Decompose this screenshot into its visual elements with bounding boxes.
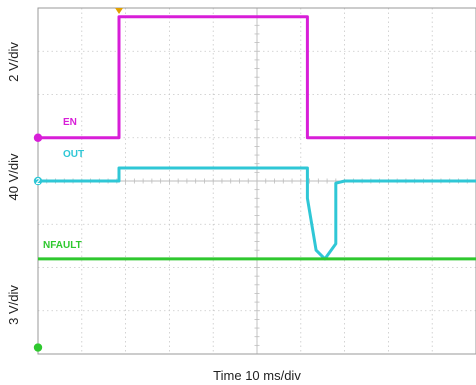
traces — [38, 15, 476, 261]
trace-en — [38, 15, 476, 140]
channel-marker-1 — [33, 133, 43, 142]
trace-labels: EN OUT NFAULT — [43, 117, 84, 251]
channel-marker-2 — [33, 176, 43, 186]
channel-markers: 2 — [33, 133, 43, 352]
channel-scale-label-1: 2 V/div — [6, 42, 21, 82]
channel-scale-label-3: 3 V/div — [6, 285, 21, 325]
trace-label-out: OUT — [63, 149, 84, 160]
trigger-marker — [115, 8, 124, 14]
trace-label-en: EN — [63, 117, 77, 128]
channel-marker-3 — [33, 343, 43, 352]
trace-out — [38, 166, 476, 261]
trace-label-nfault: NFAULT — [43, 240, 82, 251]
x-axis-label: Time 10 ms/div — [213, 368, 301, 383]
channel-scale-label-2: 40 V/div — [6, 153, 21, 200]
channel-marker-label: 2 — [36, 177, 41, 186]
